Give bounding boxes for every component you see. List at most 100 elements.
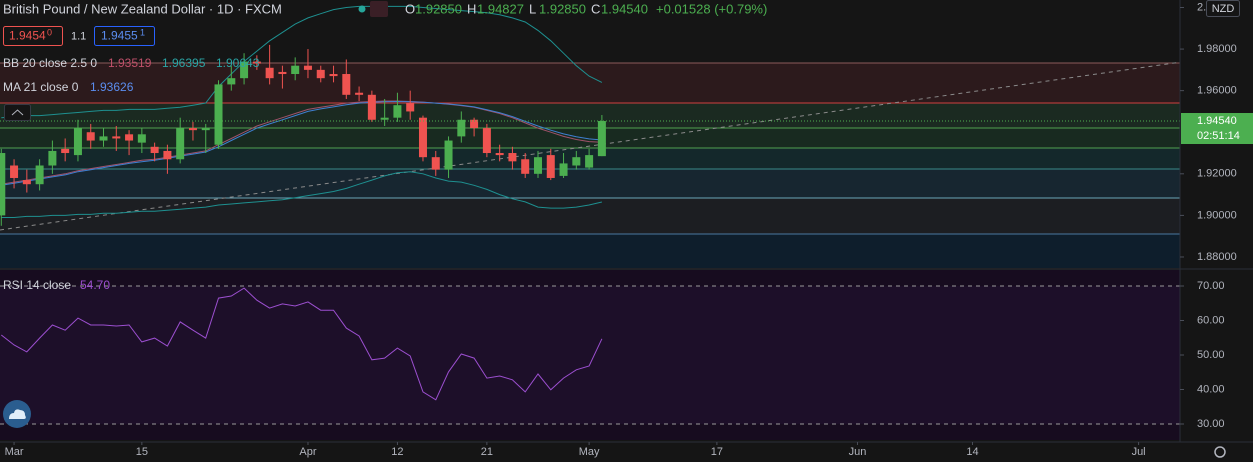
sell-pip: 0	[47, 27, 52, 37]
candle-body	[342, 74, 351, 95]
currency-button[interactable]	[1206, 0, 1240, 17]
ohlc-value: 1.94540	[601, 1, 648, 16]
candle-body	[265, 67, 274, 79]
buy-button[interactable]	[94, 26, 155, 46]
candle-body	[112, 136, 121, 139]
candle-body	[99, 136, 108, 141]
candle-body	[10, 165, 19, 178]
zones	[0, 62, 1180, 425]
candle-body	[86, 132, 95, 141]
change: +0.01528 (+0.79%)	[656, 1, 767, 16]
sell-button[interactable]	[3, 26, 63, 46]
last-price-box	[1181, 113, 1253, 145]
settings-icon[interactable]	[1214, 446, 1226, 458]
symbol-title: British Pound / New Zealand Dollar · 1D …	[3, 1, 282, 16]
ohlc-key: L	[529, 1, 536, 16]
bb-basis	[1, 100, 602, 185]
ohlc-value: 1.94827	[477, 1, 524, 16]
candle-body	[508, 153, 517, 162]
x-tick-label: May	[579, 446, 600, 458]
collapse-arrow	[11, 109, 24, 116]
candle-body	[546, 155, 555, 178]
zone	[0, 169, 1180, 198]
rsi-value: 54.70	[80, 278, 110, 292]
candle-body	[150, 146, 159, 154]
x-tick-label: Jul	[1132, 446, 1146, 458]
ohlc-value: 1.92850	[415, 1, 462, 16]
legend: British Pound / New Zealand Dollar · 1D …	[3, 0, 1240, 458]
ohlc-key: H	[467, 1, 476, 16]
buy-price: 1.9455	[101, 29, 138, 43]
candle-body	[252, 61, 261, 64]
y-tick-label: 1.92000	[1197, 168, 1237, 180]
y-tick-label: 1.98000	[1197, 43, 1237, 55]
ma-value: 1.93626	[90, 80, 134, 94]
candle-body	[316, 69, 325, 79]
status-dot	[358, 5, 366, 13]
y-tick-label: 70.00	[1197, 280, 1225, 292]
zone	[0, 103, 1180, 129]
candle-body	[329, 74, 338, 77]
spread: 1.1	[71, 30, 86, 42]
candle-body	[48, 150, 57, 166]
candle-body	[367, 94, 376, 120]
collapse-button[interactable]	[4, 104, 31, 121]
candle-body	[73, 128, 82, 156]
zone	[0, 128, 1180, 149]
candle-body	[176, 128, 185, 160]
candle-body	[355, 92, 364, 95]
rsi-band-fill	[0, 286, 1180, 424]
x-tick-label: 17	[711, 446, 723, 458]
bb-lower-value: 1.90643	[216, 56, 260, 70]
candle-body	[457, 119, 466, 137]
candle-body	[406, 103, 415, 112]
ma-legend: MA 21 close 0	[3, 80, 79, 94]
last-price-label: 1.94540	[1197, 115, 1237, 127]
bb-basis-value: 1.93519	[108, 56, 152, 70]
candle-body	[125, 134, 134, 141]
candle-body	[393, 105, 402, 118]
candle-body	[291, 65, 300, 75]
y-tick-label: 30.00	[1197, 418, 1225, 430]
candle-body	[278, 71, 287, 75]
axes: 1.88000 1.90000 1.92000 1.96000 1.98000 2. 1.9…	[5, 1, 1253, 458]
bb-legend: BB 20 close 2.5 0	[3, 56, 97, 70]
trendline	[0, 61, 1181, 231]
y-tick-label: 1.88000	[1197, 251, 1237, 263]
bb-upper	[1, 5, 603, 119]
x-tick-label: Jun	[849, 446, 867, 458]
alert-icon[interactable]	[370, 1, 388, 17]
candle-body	[35, 165, 44, 185]
candle-body	[303, 65, 312, 70]
candle-body	[572, 157, 581, 166]
candle-body	[521, 159, 530, 174]
currency: NZD	[1212, 3, 1235, 15]
candle-body	[0, 153, 6, 216]
y-tick-label: 40.00	[1197, 383, 1225, 395]
countdown: 02:51:14	[1197, 130, 1240, 142]
zone	[0, 197, 1180, 234]
y-tick-label: 1.90000	[1197, 209, 1237, 221]
y-tick-label: 2.	[1197, 1, 1206, 13]
candle-body	[227, 78, 236, 85]
candle-body	[163, 150, 172, 160]
candle-body	[470, 119, 479, 129]
rsi-legend: RSI 14 close	[3, 278, 71, 292]
bb-upper-value: 1.96395	[162, 56, 206, 70]
x-tick-label: 12	[391, 446, 403, 458]
x-tick-label: 15	[136, 446, 148, 458]
candle-body	[533, 157, 542, 174]
candle-body	[585, 155, 594, 168]
candle-body	[61, 148, 70, 154]
x-tick-label: Apr	[299, 446, 316, 458]
ohlc-key: O	[405, 1, 415, 16]
y-tick-label: 1.96000	[1197, 85, 1237, 97]
candle-body	[559, 163, 568, 176]
plot	[0, 5, 1181, 401]
candle-body	[188, 128, 197, 131]
x-tick-label: 14	[966, 446, 978, 458]
candle-body	[201, 128, 210, 131]
x-tick-label: Mar	[5, 446, 24, 458]
ohlc-key: C	[591, 1, 600, 16]
